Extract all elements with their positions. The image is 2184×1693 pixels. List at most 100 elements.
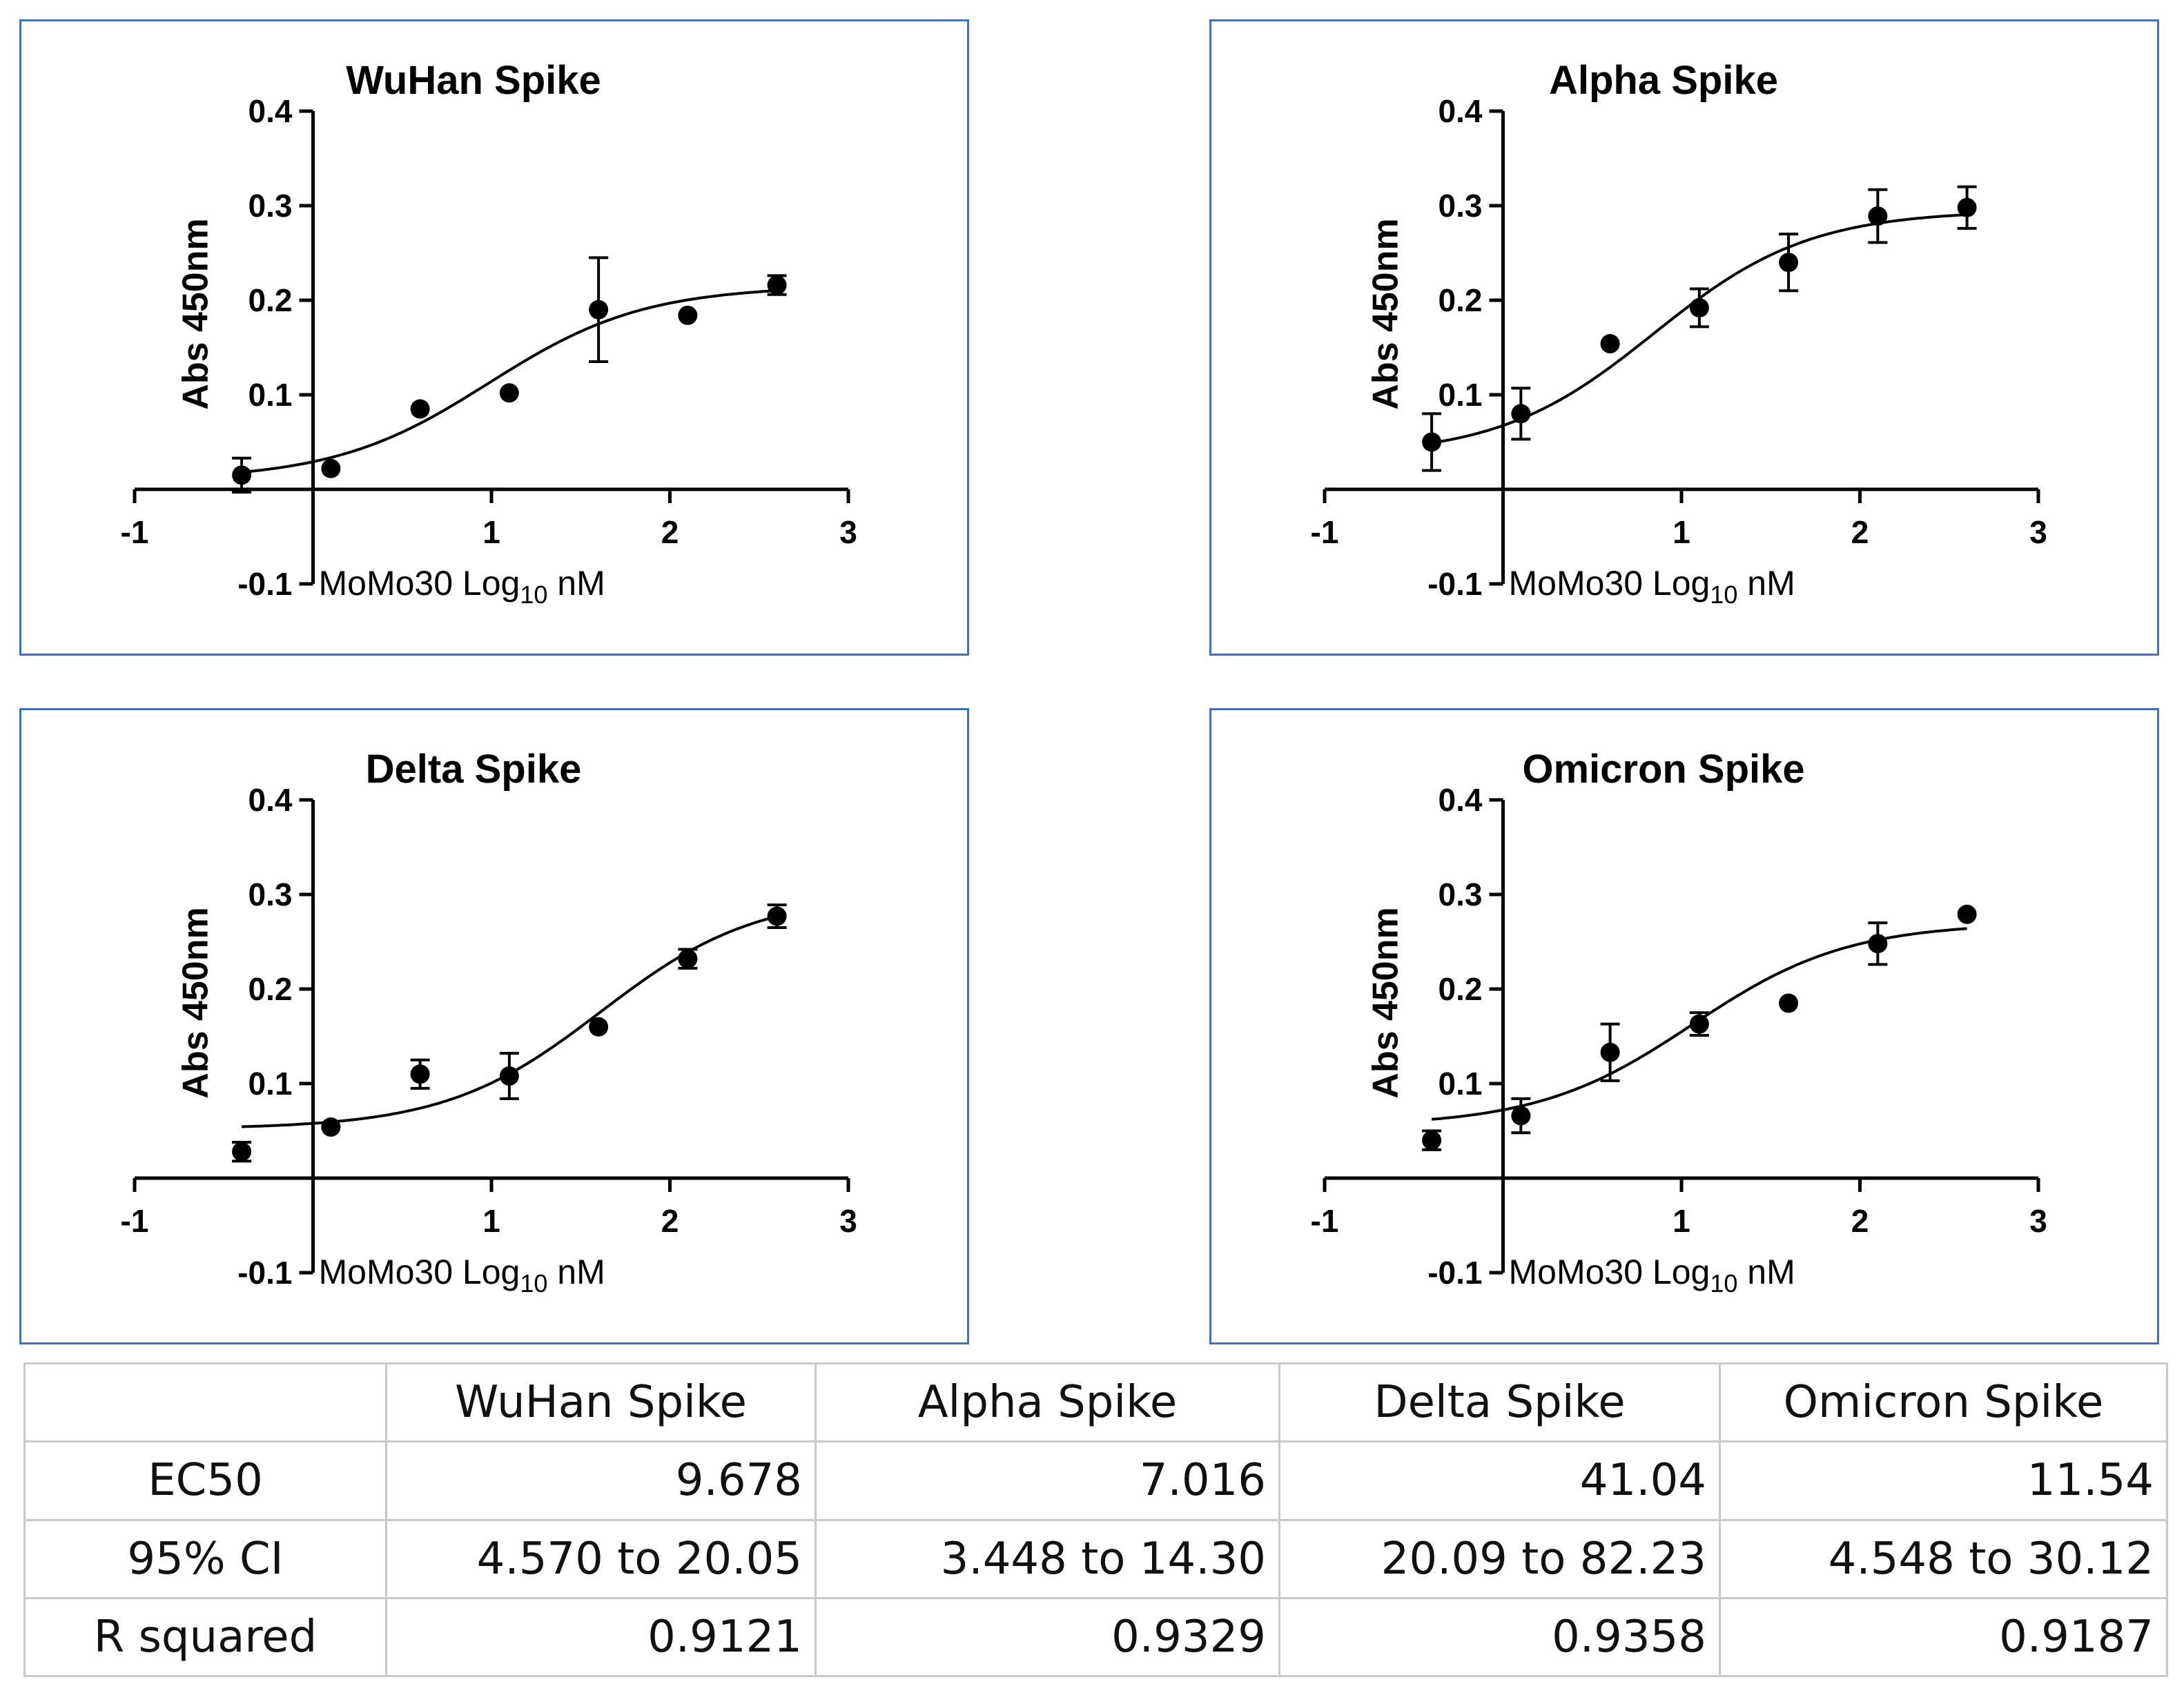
data-point xyxy=(1511,404,1531,424)
table-cell: 41.04 xyxy=(1278,1440,1721,1521)
y-axis-label: Abs 450nm xyxy=(176,218,216,409)
y-axis-label: Abs 450nm xyxy=(176,907,216,1098)
fit-curve xyxy=(1431,213,1967,444)
table-cell: 9.678 xyxy=(385,1440,817,1521)
x-axis-label-unit: nM xyxy=(1737,1253,1795,1291)
data-point xyxy=(678,305,698,325)
table-cell: 20.09 to 82.23 xyxy=(1278,1518,1721,1599)
data-point xyxy=(1779,253,1799,273)
data-point xyxy=(1868,934,1888,954)
data-point xyxy=(232,465,252,485)
data-point xyxy=(1957,904,1977,924)
x-tick-label: -1 xyxy=(1311,514,1339,550)
x-axis-label-main: MoMo30 Log xyxy=(1509,1253,1710,1291)
table-header-row: WuHan Spike Alpha Spike Delta Spike Omic… xyxy=(23,1362,2168,1443)
chart-title: Omicron Spike xyxy=(1522,747,1804,792)
table-row-rsquared: R squared 0.9121 0.9329 0.9358 0.9187 xyxy=(23,1596,2168,1678)
y-axis-label: Abs 450nm xyxy=(1366,907,1406,1098)
data-point xyxy=(410,1064,430,1084)
x-tick-label: 2 xyxy=(661,514,679,550)
table-cell: 7.016 xyxy=(815,1440,1280,1521)
data-point xyxy=(767,275,787,295)
y-tick-label: 0.3 xyxy=(1439,188,1483,224)
data-point xyxy=(1868,206,1888,226)
y-tick-label: 0.2 xyxy=(248,282,293,318)
x-tick-label: 1 xyxy=(482,1203,500,1239)
y-tick-label: -0.1 xyxy=(237,566,292,602)
x-tick-label: -1 xyxy=(121,1203,149,1239)
x-tick-label: 2 xyxy=(1851,514,1869,550)
table-cell: 4.570 to 20.05 xyxy=(385,1518,817,1599)
table-cell: 4.548 to 30.12 xyxy=(1719,1518,2168,1599)
data-point xyxy=(1422,432,1442,452)
x-tick-label: 1 xyxy=(1673,1203,1690,1239)
table-row-ec50: EC50 9.678 7.016 41.04 11.54 xyxy=(23,1440,2168,1521)
x-axis-label: MoMo30 Log10 nM xyxy=(1509,564,1795,609)
table-column-header: Omicron Spike xyxy=(1719,1362,2168,1443)
x-tick-label: 2 xyxy=(1851,1203,1869,1239)
y-tick-label: -0.1 xyxy=(1427,566,1482,602)
y-tick-label: 0.1 xyxy=(1439,1066,1483,1102)
ec50-summary-table: WuHan Spike Alpha Spike Delta Spike Omic… xyxy=(23,1362,2168,1678)
x-axis-label: MoMo30 Log10 nM xyxy=(319,564,605,609)
x-tick-label: 1 xyxy=(1673,514,1690,550)
x-axis-label-unit: nM xyxy=(547,564,605,603)
x-tick-label: -1 xyxy=(121,514,149,550)
fit-curve xyxy=(241,289,777,474)
table-column-header: Alpha Spike xyxy=(815,1362,1280,1443)
y-tick-label: -0.1 xyxy=(1427,1255,1482,1291)
table-column-header: WuHan Spike xyxy=(385,1362,817,1443)
y-tick-label: 0.4 xyxy=(1439,93,1483,129)
chart-panel-alpha: Alpha Spike -1 1 2 3 -0.1 0.1 0.2 0.3 0.4 Abs 450n… xyxy=(1209,19,2159,656)
x-axis-label: MoMo30 Log10 nM xyxy=(1509,1253,1795,1298)
table-column-header: Delta Spike xyxy=(1278,1362,1721,1443)
data-point xyxy=(678,949,698,969)
x-axis-label-subscript: 10 xyxy=(520,1269,547,1298)
y-tick-label: 0.2 xyxy=(1439,971,1483,1007)
data-point xyxy=(1689,297,1709,317)
data-point xyxy=(1957,197,1977,217)
table-cell: 0.9358 xyxy=(1278,1596,1721,1678)
chart-panel-wuhan: WuHan Spike -1 1 2 3 -0.1 0.1 0.2 0.3 0.4 Abs 450n… xyxy=(19,19,969,656)
x-axis-label-unit: nM xyxy=(1737,564,1795,603)
data-point xyxy=(321,1117,341,1137)
table-cell: 0.9121 xyxy=(385,1596,817,1678)
data-point xyxy=(499,383,519,403)
data-point xyxy=(1422,1131,1442,1151)
data-point xyxy=(589,1017,609,1037)
y-tick-label: 0.1 xyxy=(248,377,293,413)
data-point xyxy=(499,1066,519,1086)
data-point xyxy=(1779,993,1799,1013)
x-tick-label: 3 xyxy=(839,1203,857,1239)
chart-title: Delta Spike xyxy=(366,747,582,792)
chart-title: WuHan Spike xyxy=(346,58,601,103)
data-point xyxy=(1600,1042,1620,1062)
data-point xyxy=(589,300,609,320)
y-tick-label: 0.3 xyxy=(248,188,293,224)
data-point xyxy=(232,1142,252,1162)
x-axis-label-main: MoMo30 Log xyxy=(319,1253,520,1291)
chart-panel-omicron: Omicron Spike -1 1 2 3 -0.1 0.1 0.2 0.3 0.4 Abs 45… xyxy=(1209,708,2159,1344)
y-tick-label: -0.1 xyxy=(237,1255,292,1291)
table-cell: 11.54 xyxy=(1719,1440,2168,1521)
y-tick-label: 0.4 xyxy=(1439,782,1483,818)
x-tick-label: -1 xyxy=(1311,1203,1339,1239)
x-axis-label-subscript: 10 xyxy=(520,580,547,609)
chart-svg: WuHan Spike -1 1 2 3 -0.1 0.1 0.2 0.3 0.4 Abs 450n… xyxy=(121,58,857,609)
data-point xyxy=(1689,1014,1709,1034)
x-tick-label: 2 xyxy=(661,1203,679,1239)
y-tick-label: 0.3 xyxy=(1439,877,1483,912)
table-cell: 0.9187 xyxy=(1719,1596,2168,1678)
data-point xyxy=(321,458,341,478)
y-tick-label: 0.4 xyxy=(248,93,293,129)
y-tick-label: 0.2 xyxy=(1439,282,1483,318)
row-label-ec50: EC50 xyxy=(23,1440,387,1521)
chart-title: Alpha Spike xyxy=(1549,58,1778,103)
chart-panel-delta: Delta Spike -1 1 2 3 -0.1 0.1 0.2 0.3 0.4 Abs 450n… xyxy=(19,708,969,1344)
y-tick-label: 0.2 xyxy=(248,971,293,1007)
data-point xyxy=(1600,334,1620,354)
data-point xyxy=(767,906,787,926)
x-tick-label: 1 xyxy=(482,514,500,550)
x-axis-label-unit: nM xyxy=(547,1253,605,1291)
y-tick-label: 0.4 xyxy=(248,782,293,818)
